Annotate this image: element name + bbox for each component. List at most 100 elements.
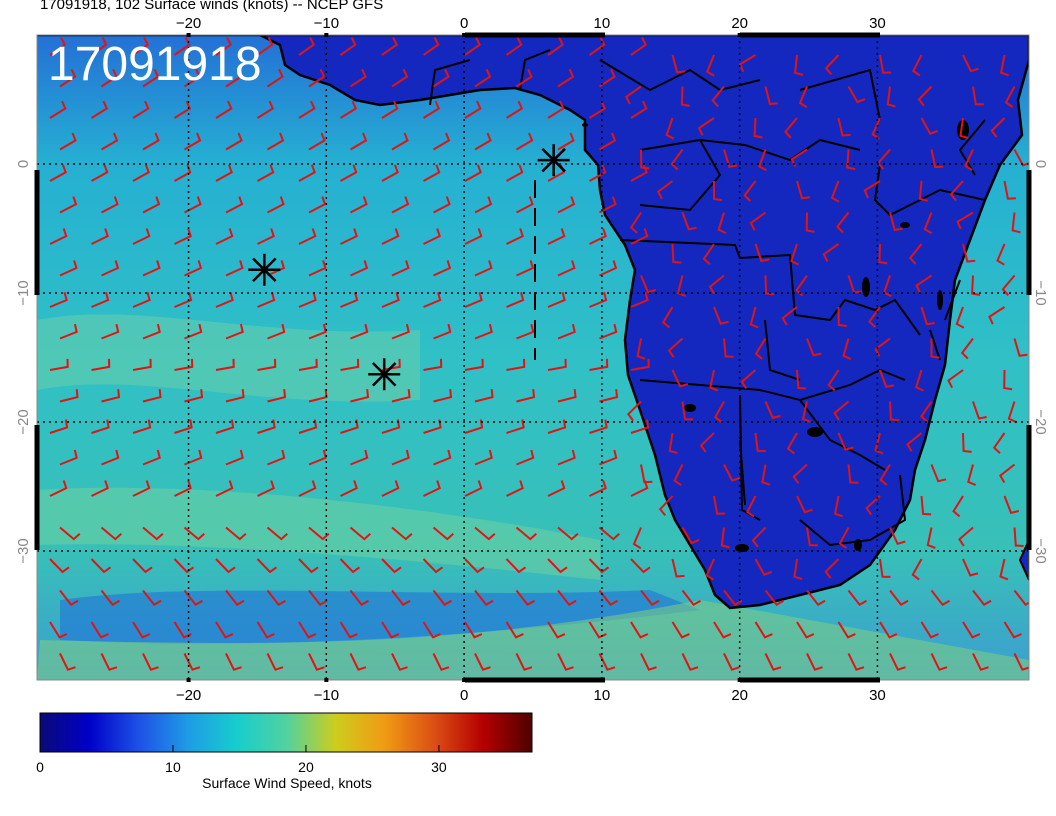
wind-barb [863, 180, 881, 199]
wind-barb [557, 68, 575, 88]
wind-barb [298, 100, 316, 119]
map-plot: 17091918 [37, 35, 1029, 702]
wind-barb [754, 558, 773, 576]
wind-barb [225, 260, 244, 277]
wind-barb [1013, 338, 1028, 357]
wind-barb [49, 100, 67, 119]
wind-barb [847, 653, 865, 671]
wind-barb [266, 526, 288, 541]
wind-barb [827, 369, 840, 392]
wind-barb [100, 653, 118, 671]
y-tick-label-left: −20 [15, 409, 32, 434]
wind-barb [681, 401, 694, 421]
wind-barb [547, 480, 566, 497]
wind-barb [49, 621, 68, 639]
wind-barb [743, 180, 757, 202]
wind-barb [754, 243, 770, 263]
wind-barb [626, 400, 642, 422]
wind-barb [806, 527, 818, 547]
wind-barb [339, 621, 358, 639]
wind-barb [91, 480, 109, 497]
wind-barb [761, 464, 771, 486]
wind-barb [423, 291, 442, 308]
wind-barb [557, 653, 574, 671]
wind-barb [298, 358, 318, 371]
wind-barb [756, 685, 770, 702]
x-tick-label-top: 10 [594, 15, 611, 32]
date-stamp: 17091918 [48, 38, 262, 91]
wind-barb [992, 432, 1006, 454]
wind-barb [381, 558, 402, 574]
wind-barb [432, 653, 450, 671]
colorbar-label: Surface Wind Speed, knots [202, 775, 372, 791]
wind-barb [298, 480, 317, 497]
wind-barb [101, 323, 120, 340]
wind-barb [506, 480, 524, 497]
wind-barb [598, 526, 620, 541]
wind-barb [557, 389, 577, 403]
wind-barb [797, 685, 811, 702]
wind-barb [1007, 401, 1017, 423]
wind-barb [225, 589, 245, 607]
wind-barb [422, 100, 441, 119]
wind-barb [174, 480, 192, 497]
wind-barb [49, 37, 66, 56]
wind-barb [49, 358, 69, 371]
wind-barb [713, 495, 726, 515]
wind-barb [917, 85, 933, 107]
wind-barb [847, 86, 866, 104]
wind-barb [671, 54, 686, 74]
wind-barb [464, 358, 484, 371]
wind-barb [59, 526, 81, 541]
wind-barb [422, 37, 440, 56]
wind-barb [749, 306, 759, 329]
wind-barb [308, 653, 325, 671]
wind-barb [391, 449, 410, 466]
wind-barb [668, 432, 678, 455]
wind-barb [90, 37, 108, 56]
wind-barb [100, 132, 119, 151]
wind-barb [298, 558, 319, 574]
wind-barb [298, 419, 318, 434]
x-tick-label-bottom: 30 [869, 687, 886, 704]
wind-barb [515, 653, 533, 671]
wind-barb [298, 37, 315, 56]
wind-barb [340, 480, 358, 497]
wind-barb [142, 196, 161, 214]
wind-barb [959, 117, 969, 140]
wind-barb [630, 228, 649, 245]
wind-barb [381, 37, 398, 56]
wind-barb [876, 148, 891, 170]
wind-barb [100, 589, 121, 607]
wind-barb [464, 558, 485, 574]
wind-barb [588, 621, 607, 639]
wind-barb [266, 68, 284, 88]
wind-barb [673, 685, 687, 702]
wind-band-south [37, 487, 600, 580]
wind-barb [671, 558, 685, 578]
wind-barb [640, 149, 650, 170]
wind-barb [132, 164, 150, 182]
wind-barb [847, 589, 868, 607]
wind-barb [349, 526, 371, 541]
wind-barb [740, 369, 757, 390]
wind-barb [464, 228, 483, 245]
wind-barb [713, 181, 723, 202]
wind-barb [381, 100, 399, 119]
wind-barb [474, 653, 491, 671]
wind-barb [132, 558, 153, 574]
wind-barb [256, 558, 278, 574]
wind-barb [632, 527, 642, 550]
wind-barb [49, 480, 68, 497]
wind-barb [947, 369, 964, 389]
y-tick-label-left: 0 [15, 160, 32, 168]
wind-barb [599, 323, 618, 340]
wind-barb [958, 526, 974, 547]
wind-barb [599, 389, 619, 403]
wind-barb [341, 685, 355, 702]
wind-barb [267, 196, 285, 214]
wind-barb [1013, 589, 1029, 607]
wind-barb [216, 685, 230, 702]
wind-barb [911, 558, 923, 581]
wind-barb [972, 86, 984, 106]
